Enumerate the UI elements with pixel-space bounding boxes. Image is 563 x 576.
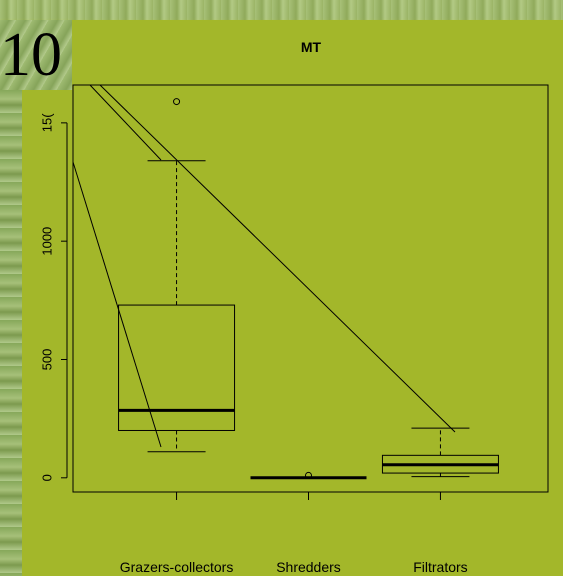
overlay-annotation-line [72,161,162,448]
background-grass-corner [0,20,72,90]
box-outlier-point [305,471,312,479]
plot-area: 0 500 1000 15( Grazers-collectors Shredders Fi… [39,84,549,575]
chart-title: MT [301,39,322,55]
background-grass-top [0,0,563,20]
background-grass-left [0,90,22,576]
box-rect [118,304,236,431]
x-axis-tick-label: Grazers-collectors [120,559,234,575]
y-axis-tick-label: 1000 [39,227,54,256]
slide-number-overlay: 10 [0,22,62,88]
y-axis-tick-label: 0 [39,474,54,481]
box-outlier-point [173,98,181,106]
y-axis-tick-label: 500 [39,349,54,371]
y-axis-tick-label: 15( [39,113,54,132]
overlay-annotation-line [99,84,456,433]
overlay-annotation-line [89,84,162,161]
x-axis-tick-label: Shredders [276,559,341,575]
x-axis-tick-label: Filtrators [413,559,467,575]
plot-frame [72,84,549,493]
